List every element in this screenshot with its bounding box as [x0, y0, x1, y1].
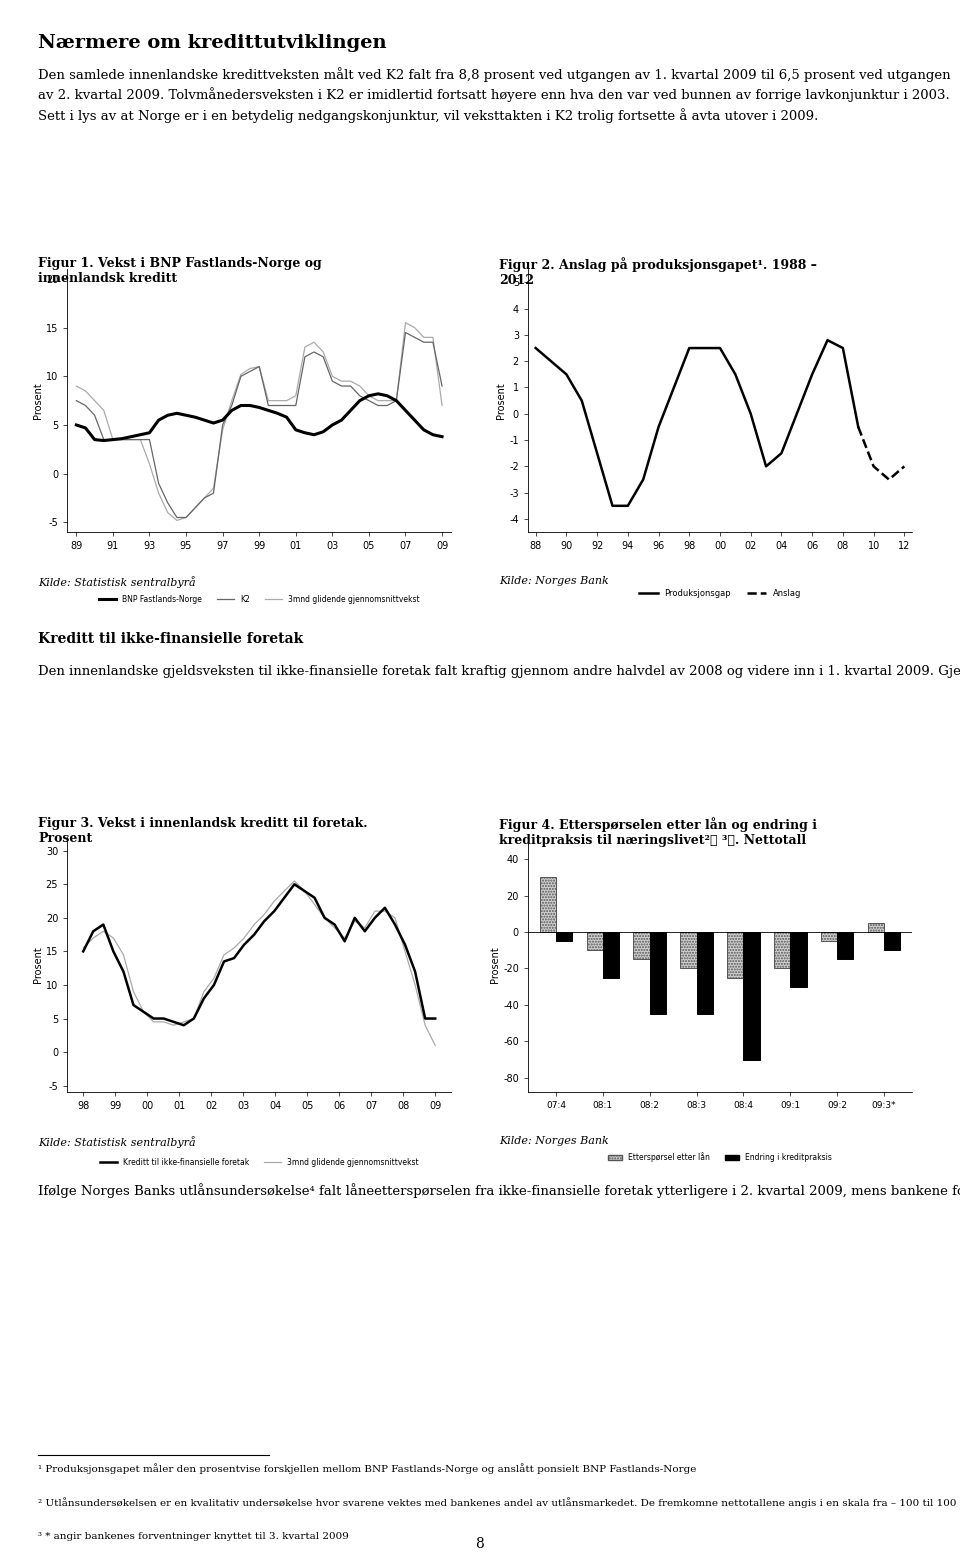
- Bar: [697, 933, 713, 1014]
- Bar: [790, 933, 806, 986]
- Text: Den innenlandske gjeldsveksten til ikke-finansielle foretak falt kraftig gjennom: Den innenlandske gjeldsveksten til ikke-…: [38, 664, 960, 679]
- Legend: Kreditt til ikke-finansielle foretak, 3mnd glidende gjennomsnittvekst: Kreditt til ikke-finansielle foretak, 3m…: [97, 1155, 421, 1171]
- Legend: Etterspørsel etter lån, Endring i kreditpraksis: Etterspørsel etter lån, Endring i kredit…: [605, 1149, 835, 1164]
- Text: Figur 2. Anslag på produksjonsgapet¹. 1988 –
2012: Figur 2. Anslag på produksjonsgapet¹. 19…: [499, 257, 817, 286]
- Y-axis label: Prosent: Prosent: [33, 947, 43, 983]
- Text: ³ * angir bankenes forventninger knyttet til 3. kvartal 2009: ³ * angir bankenes forventninger knyttet…: [38, 1532, 349, 1542]
- Text: ¹ Produksjonsgapet måler den prosentvise forskjellen mellom BNP Fastlands-Norge : ¹ Produksjonsgapet måler den prosentvise…: [38, 1463, 697, 1474]
- Text: Figur 1. Vekst i BNP Fastlands-Norge og
innenlandsk kreditt: Figur 1. Vekst i BNP Fastlands-Norge og …: [38, 257, 323, 285]
- Y-axis label: Prosent: Prosent: [33, 382, 43, 419]
- Bar: [884, 933, 900, 950]
- Legend: Produksjonsgap, Anslag: Produksjonsgap, Anslag: [636, 585, 804, 601]
- Text: Nærmere om kredittutviklingen: Nærmere om kredittutviklingen: [38, 34, 387, 53]
- Bar: [774, 933, 790, 969]
- Bar: [868, 923, 884, 933]
- Bar: [587, 933, 603, 950]
- Y-axis label: Prosent: Prosent: [496, 382, 507, 419]
- Bar: [650, 933, 666, 1014]
- Text: Kilde: Statistisk sentralbyrå: Kilde: Statistisk sentralbyrå: [38, 576, 196, 588]
- Bar: [603, 933, 619, 978]
- Bar: [743, 933, 759, 1060]
- Text: Kilde: Statistisk sentralbyrå: Kilde: Statistisk sentralbyrå: [38, 1136, 196, 1149]
- Text: Figur 3. Vekst i innenlandsk kreditt til foretak.
Prosent: Figur 3. Vekst i innenlandsk kreditt til…: [38, 817, 368, 845]
- Text: Figur 4. Etterspørselen etter lån og endring i
kreditpraksis til næringslivet²） : Figur 4. Etterspørselen etter lån og end…: [499, 817, 817, 847]
- Legend: BNP Fastlands-Norge, K2, 3mnd glidende gjennomsnittvekst: BNP Fastlands-Norge, K2, 3mnd glidende g…: [96, 592, 422, 607]
- Text: Kreditt til ikke-finansielle foretak: Kreditt til ikke-finansielle foretak: [38, 632, 303, 646]
- Bar: [837, 933, 853, 959]
- Bar: [821, 933, 837, 941]
- Y-axis label: Prosent: Prosent: [491, 947, 500, 983]
- Bar: [556, 933, 572, 941]
- Bar: [540, 878, 556, 933]
- Bar: [634, 933, 650, 959]
- Bar: [681, 933, 697, 969]
- Text: Ifølge Norges Banks utlånsundersøkelse⁴ falt låneetterspørselen fra ikke-finansi: Ifølge Norges Banks utlånsundersøkelse⁴ …: [38, 1183, 960, 1199]
- Bar: [727, 933, 743, 978]
- Text: Kilde: Norges Bank: Kilde: Norges Bank: [499, 1136, 609, 1146]
- Text: ² Utlånsundersøkelsen er en kvalitativ undersøkelse hvor svarene vektes med bank: ² Utlånsundersøkelsen er en kvalitativ u…: [38, 1498, 960, 1509]
- Text: 8: 8: [475, 1537, 485, 1551]
- Text: Den samlede innenlandske kredittveksten målt ved K2 falt fra 8,8 prosent ved utg: Den samlede innenlandske kredittveksten …: [38, 67, 951, 122]
- Text: Kilde: Norges Bank: Kilde: Norges Bank: [499, 576, 609, 585]
